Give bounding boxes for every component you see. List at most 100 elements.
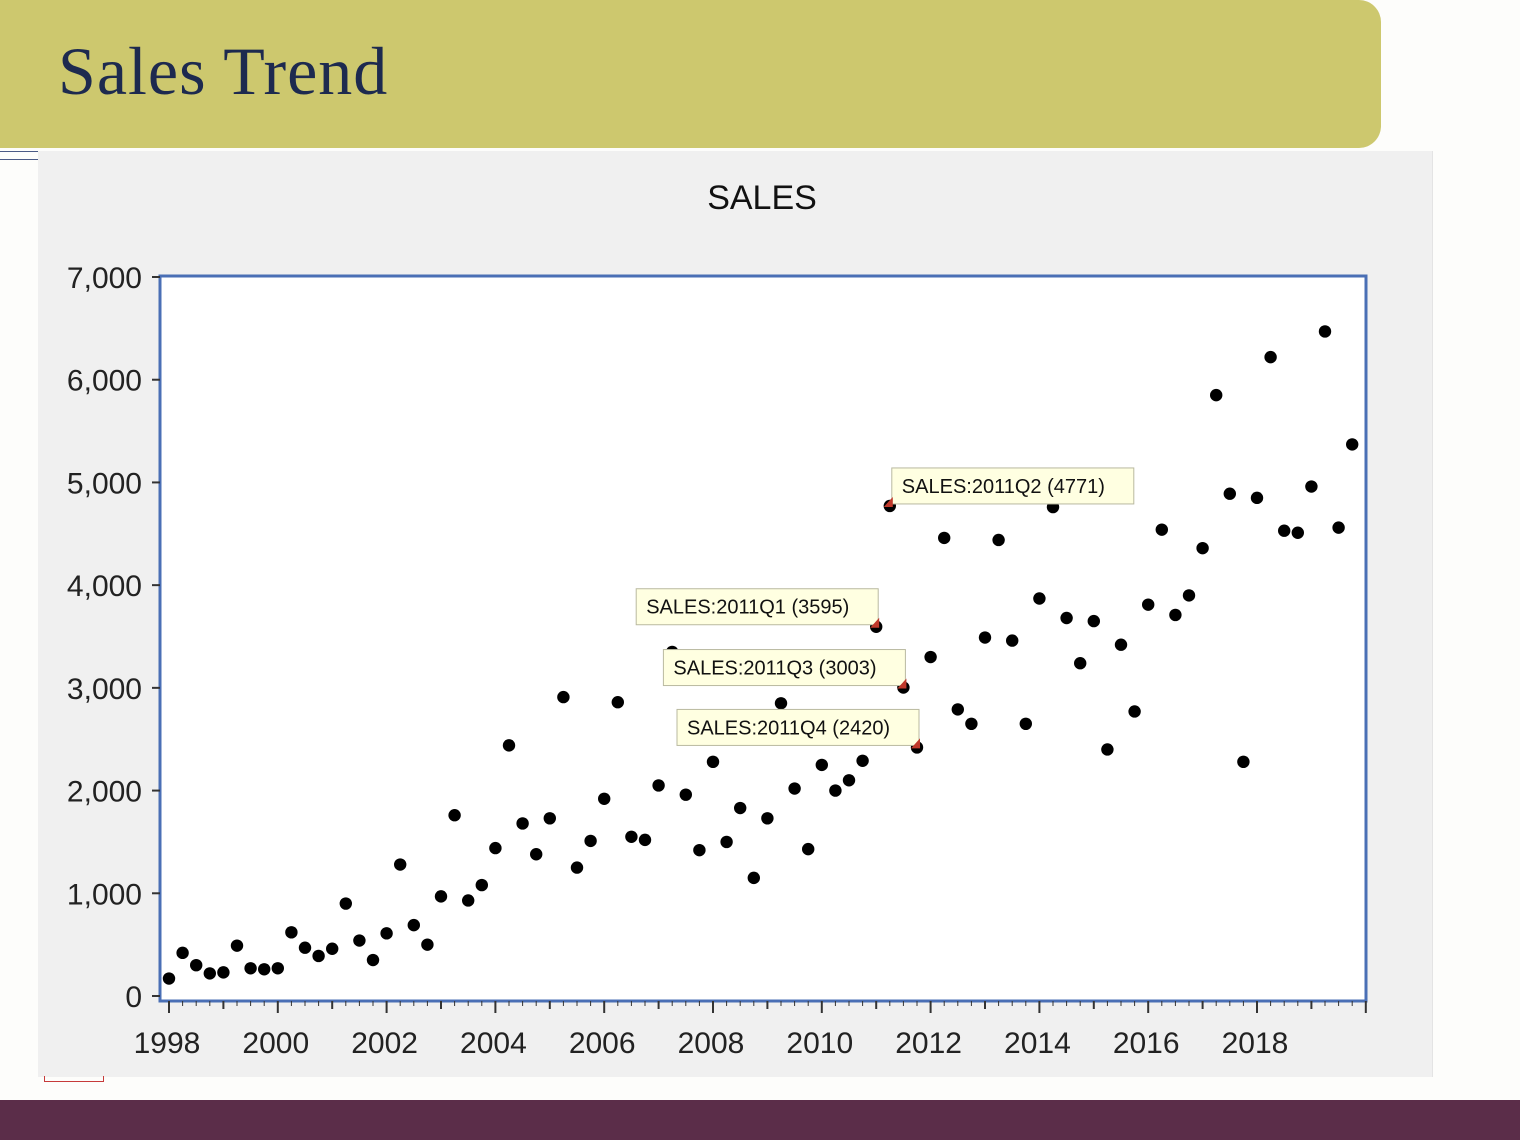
- data-point: [679, 788, 692, 801]
- data-point: [1196, 541, 1209, 555]
- frame-edge: [1432, 151, 1433, 1077]
- data-label-pointer: [911, 738, 920, 749]
- data-point: [625, 830, 638, 843]
- data-label-box: [676, 708, 920, 746]
- y-tick-label: 0: [125, 981, 142, 1014]
- data-point: [543, 812, 556, 825]
- data-point: [1182, 589, 1196, 602]
- data-point: [1019, 717, 1032, 731]
- plot-area: [158, 274, 1368, 1003]
- data-point: [965, 717, 978, 731]
- chart-frame: SALES 0 1,000 2,000 3,000 4,000 5,000 6,000 7,0…: [38, 151, 1432, 1077]
- data-point: [516, 817, 529, 830]
- data-point: [1169, 608, 1182, 622]
- data-point: [366, 953, 380, 967]
- data-point: [570, 861, 584, 874]
- data-label-text: SALES:2011Q4 (2420): [687, 717, 890, 739]
- data-points: [162, 325, 1359, 985]
- data-point: [978, 631, 992, 644]
- data-label-box: [635, 588, 879, 626]
- data-point: [1264, 350, 1277, 364]
- data-label: SALES:2011Q1 (3595): [635, 588, 880, 628]
- data-point: [1305, 480, 1318, 493]
- data-point: [1128, 705, 1141, 718]
- chart-title: SALES: [707, 179, 817, 217]
- data-point: [1291, 526, 1305, 539]
- data-point: [788, 782, 801, 795]
- data-point: [774, 697, 788, 710]
- y-tick-label: 1,000: [67, 878, 142, 911]
- sales-scatter-chart: SALES 0 1,000 2,000 3,000 4,000 5,000 6,000 7,0…: [67, 179, 1368, 1060]
- data-point: [1087, 614, 1101, 628]
- x-tick-label: 2008: [678, 1027, 745, 1060]
- y-tick-label: 3,000: [67, 673, 142, 706]
- data-point: [448, 809, 461, 822]
- x-tick-label: 2006: [569, 1027, 636, 1060]
- data-point: [720, 835, 733, 849]
- y-tick-label: 6,000: [67, 365, 142, 398]
- data-point: [421, 938, 434, 951]
- data-point: [162, 972, 176, 985]
- data-point: [815, 758, 828, 772]
- data-label-box: [662, 649, 906, 687]
- data-label-text: SALES:2011Q2 (4771): [902, 476, 1105, 498]
- y-tick-label: 4,000: [67, 570, 142, 603]
- data-point: [271, 962, 284, 975]
- data-point: [856, 754, 869, 767]
- data-point: [339, 897, 352, 910]
- data-point: [802, 842, 815, 856]
- annotations: SALES:2011Q2 (4771) SALES:2011Q1 (3595) SA…: [635, 467, 1135, 749]
- data-point: [190, 958, 203, 972]
- accent-rule-bottom: [0, 159, 38, 160]
- x-tick-label: 1998: [134, 1027, 201, 1060]
- data-point: [312, 949, 325, 963]
- data-point: [203, 967, 216, 980]
- accent-rule-top: [0, 151, 38, 152]
- data-point: [353, 934, 366, 947]
- data-point: [530, 848, 543, 861]
- x-tick-label: 2010: [786, 1027, 853, 1060]
- y-tick-label: 5,000: [67, 467, 142, 500]
- data-point: [434, 890, 448, 903]
- data-point: [502, 739, 516, 752]
- data-point: [1114, 638, 1128, 651]
- data-point: [298, 941, 312, 954]
- x-tick-label: 2016: [1113, 1027, 1180, 1060]
- data-point: [285, 926, 298, 939]
- x-tick-label: 2014: [1004, 1027, 1071, 1060]
- data-point: [951, 703, 964, 716]
- data-point: [842, 774, 856, 787]
- data-label-pointer: [897, 678, 907, 689]
- x-tick-label: 2012: [895, 1027, 962, 1060]
- data-point: [557, 690, 570, 704]
- data-point: [693, 843, 706, 857]
- data-point: [638, 833, 652, 847]
- data-label-text: SALES:2011Q3 (3003): [673, 658, 876, 680]
- x-tick-label: 2018: [1222, 1027, 1289, 1060]
- data-point: [230, 939, 244, 952]
- data-point: [611, 696, 624, 709]
- corner-mark: [44, 1076, 104, 1082]
- data-point: [1250, 491, 1264, 505]
- data-point: [258, 963, 271, 976]
- data-point: [761, 812, 774, 825]
- data-point: [938, 531, 951, 545]
- data-point: [1101, 743, 1114, 756]
- data-point: [829, 784, 842, 797]
- x-tick-label: 2000: [242, 1027, 309, 1060]
- data-point: [598, 792, 611, 805]
- data-point: [924, 650, 937, 664]
- data-point: [1210, 388, 1223, 402]
- data-point: [992, 533, 1005, 547]
- data-point: [1060, 611, 1073, 625]
- data-label-pointer: [870, 617, 880, 628]
- data-point: [176, 946, 189, 960]
- data-point: [217, 966, 230, 979]
- data-label: SALES:2011Q2 (4771): [883, 467, 1135, 507]
- data-point: [584, 834, 597, 848]
- x-tick-label: 2004: [460, 1027, 527, 1060]
- data-point: [1006, 634, 1019, 647]
- slide-title: Sales Trend: [58, 33, 389, 109]
- data-point: [1278, 524, 1291, 537]
- data-point: [407, 918, 420, 932]
